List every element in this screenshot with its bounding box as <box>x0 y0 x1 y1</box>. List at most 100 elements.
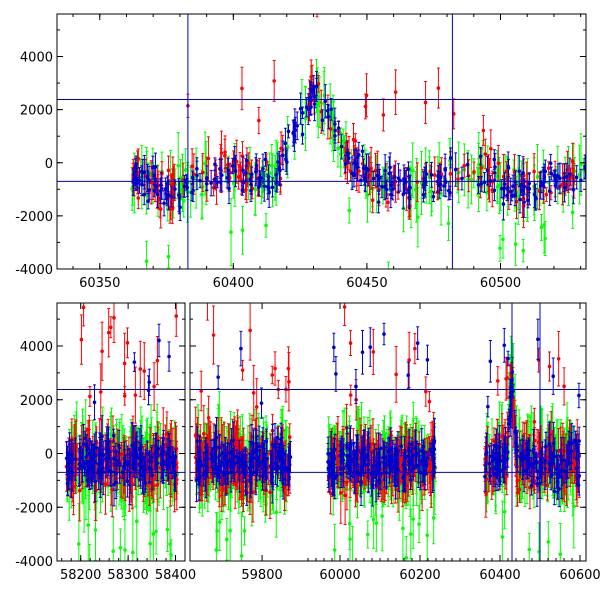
data-point <box>131 458 136 478</box>
data-point <box>546 521 551 561</box>
data-point <box>496 366 500 396</box>
data-point <box>283 450 288 486</box>
data-point <box>570 195 575 229</box>
data-point <box>377 168 382 187</box>
data-point <box>223 138 227 173</box>
data-point <box>145 163 150 193</box>
data-point <box>117 429 121 462</box>
data-point <box>200 155 205 219</box>
data-point <box>492 179 497 202</box>
data-point <box>521 238 526 263</box>
data-point <box>325 103 330 118</box>
data-point <box>100 321 104 381</box>
data-point <box>218 158 222 179</box>
data-point <box>427 390 432 413</box>
data-point <box>478 146 483 166</box>
data-point <box>410 142 415 199</box>
data-point <box>402 164 406 194</box>
data-point <box>131 506 135 561</box>
data-point <box>342 303 347 327</box>
data-point <box>336 120 341 136</box>
data-point <box>152 183 156 198</box>
data-point <box>169 539 173 561</box>
data-point <box>518 185 522 214</box>
data-point <box>241 156 245 185</box>
data-point <box>489 129 493 169</box>
top-axes: -4000 -2000 0 2000 4000 60350 60400 60450 60500 <box>15 14 586 291</box>
data-point <box>286 346 291 391</box>
data-point <box>65 445 70 461</box>
data-point <box>151 498 156 561</box>
y-tick-label: 2000 <box>20 104 53 119</box>
data-point <box>453 152 458 187</box>
data-point <box>291 121 296 143</box>
data-point <box>443 153 447 187</box>
data-point <box>456 167 460 191</box>
data-point <box>224 518 229 561</box>
data-point <box>303 85 308 151</box>
data-point <box>85 472 90 488</box>
data-point <box>147 450 152 472</box>
data-point <box>114 451 119 470</box>
data-point <box>501 220 505 259</box>
data-point <box>546 161 551 176</box>
y-tick-label: 0 <box>45 157 53 172</box>
x-tick-label: 60450 <box>346 276 387 291</box>
data-point <box>413 333 417 365</box>
y-tick-label: -4000 <box>15 555 53 570</box>
data-point <box>144 240 149 269</box>
data-point <box>354 148 358 180</box>
data-point <box>424 376 428 407</box>
data-point <box>329 98 333 121</box>
data-point <box>240 66 244 111</box>
data-point <box>216 365 220 389</box>
data-point <box>371 328 376 376</box>
bottom-plot-area-right <box>190 303 586 561</box>
data-point <box>254 159 259 173</box>
data-point <box>456 141 461 204</box>
data-point <box>64 441 69 476</box>
data-point <box>443 167 448 198</box>
data-point <box>134 443 138 460</box>
data-point <box>136 186 141 210</box>
data-point <box>86 440 90 456</box>
data-point <box>431 191 436 203</box>
data-point <box>205 165 209 191</box>
data-point <box>146 193 150 210</box>
data-point <box>577 144 582 205</box>
data-point <box>105 444 110 472</box>
x-tick-label: 60500 <box>480 276 521 291</box>
data-point <box>429 161 434 188</box>
data-point <box>215 512 219 551</box>
data-point <box>148 501 152 561</box>
data-point <box>69 439 74 484</box>
data-point <box>264 213 268 238</box>
data-point <box>351 526 355 561</box>
data-point <box>166 244 171 269</box>
data-point <box>384 179 389 200</box>
data-point <box>218 493 222 551</box>
data-point <box>355 152 360 182</box>
data-point <box>213 157 217 172</box>
data-point <box>73 437 78 481</box>
data-point <box>509 189 514 202</box>
data-point <box>465 152 470 177</box>
data-point <box>259 387 264 419</box>
data-point <box>371 171 376 186</box>
data-point <box>425 509 430 561</box>
y-tick-label: 0 <box>45 448 53 463</box>
data-point <box>150 445 154 470</box>
data-point <box>387 156 392 191</box>
data-point <box>274 168 278 182</box>
data-point <box>347 197 352 224</box>
data-point <box>295 111 300 141</box>
data-point <box>227 172 231 205</box>
data-point <box>364 73 369 118</box>
data-point <box>333 107 337 141</box>
data-point <box>240 359 245 381</box>
data-point <box>577 382 581 409</box>
data-point <box>236 164 241 190</box>
data-point <box>462 153 467 178</box>
data-point <box>93 460 97 503</box>
data-point <box>448 147 453 169</box>
